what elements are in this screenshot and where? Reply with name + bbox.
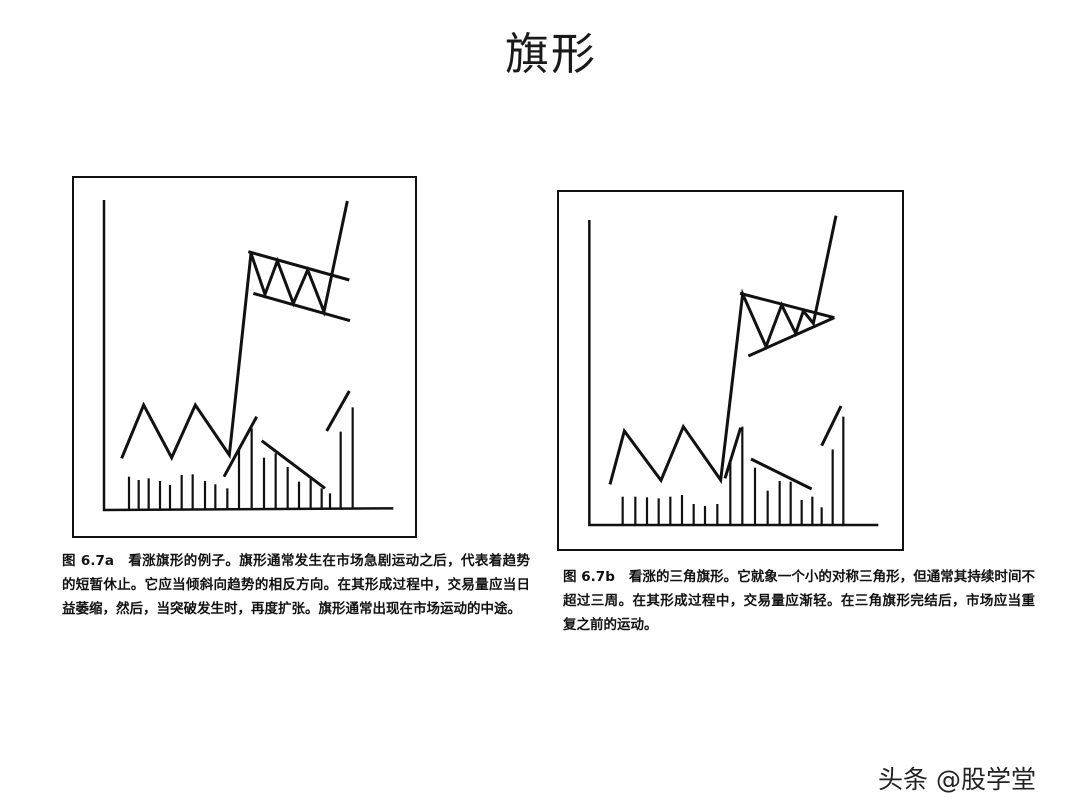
flag-lower-boundary <box>252 291 351 323</box>
figure-b-label: 图 6.7b <box>563 569 615 585</box>
pennant-upper-boundary <box>739 291 835 320</box>
figure-b-caption-text: 看涨的三角旗形。它就象一个小的对称三角形，但通常其持续时间不超过三周。在其形成过… <box>563 569 1036 633</box>
axes <box>102 200 394 512</box>
volume-rise-line <box>723 427 743 479</box>
volume-breakout-line <box>325 390 351 432</box>
volume-rise-line <box>222 415 258 478</box>
figure-a-label: 图 6.7a <box>62 553 114 569</box>
page-title: 旗形 <box>505 29 597 80</box>
pennant-lower-boundary <box>747 316 835 358</box>
figure-a-caption-text: 看涨旗形的例子。旗形通常发生在市场急剧运动之后，代表着趋势的短暂休止。它应当倾斜… <box>62 553 530 617</box>
flag-upper-boundary <box>247 250 350 282</box>
volume-decline-line <box>750 457 813 491</box>
volume-breakout-line <box>820 405 843 447</box>
price-line <box>608 215 838 485</box>
figure-a-caption: 图 6.7a 看涨旗形的例子。旗形通常发生在市场急剧运动之后，代表着趋势的短暂休止… <box>62 549 530 621</box>
volume-decline-line <box>260 439 326 490</box>
watermark: 头条 @股学堂 <box>878 765 1036 794</box>
price-line <box>120 200 349 462</box>
axes <box>588 220 879 527</box>
figure-bull-flag-diagram <box>72 176 417 538</box>
figure-b-caption: 图 6.7b 看涨的三角旗形。它就象一个小的对称三角形，但通常其持续时间不超过三周… <box>563 565 1035 637</box>
figure-pennant-diagram <box>557 190 904 551</box>
